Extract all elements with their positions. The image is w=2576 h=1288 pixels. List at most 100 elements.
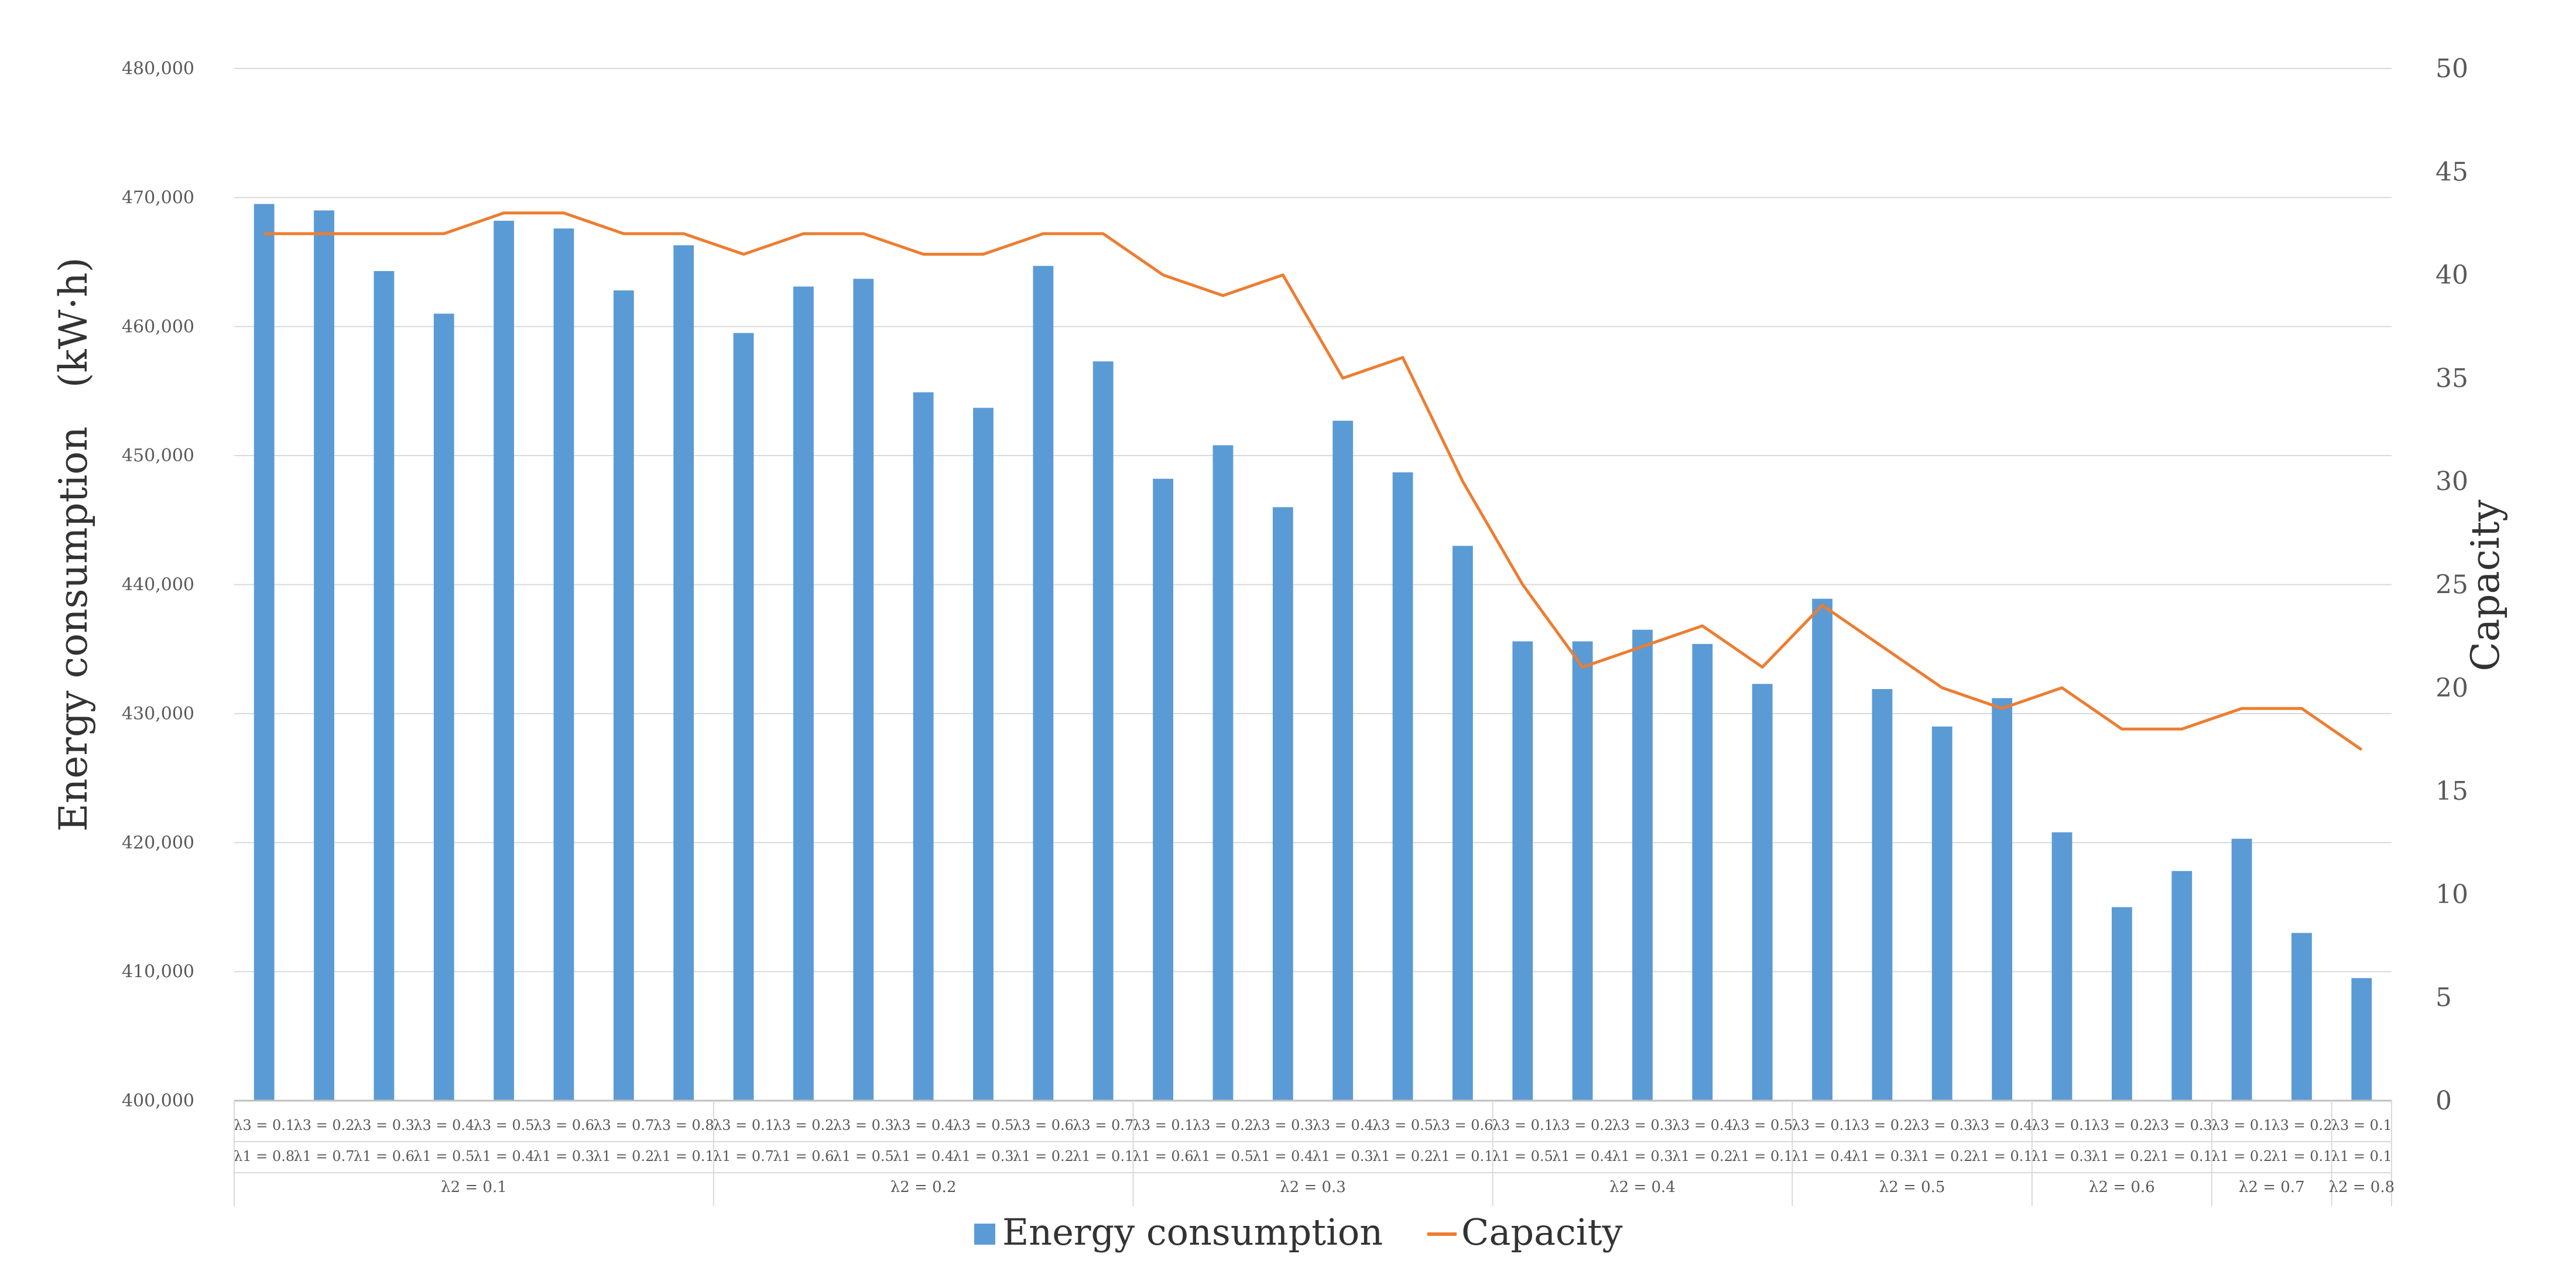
- energy-consumption-bar: [2171, 871, 2193, 1101]
- energy-consumption-bar: [314, 210, 334, 1101]
- x-tick-label-lambda1: λ1 = 0.1: [1432, 1148, 1493, 1164]
- x-group-label-lambda2: λ2 = 0.7: [2239, 1179, 2305, 1196]
- x-tick-label-lambda1: λ1 = 0.3: [2032, 1148, 2092, 1164]
- energy-consumption-bar: [1812, 598, 1832, 1101]
- energy-consumption-bar: [1392, 472, 1413, 1101]
- energy-consumption-bar: [1033, 266, 1054, 1101]
- y-tick-label: 410,000: [122, 962, 194, 982]
- energy-consumption-bar: [973, 407, 994, 1101]
- x-tick-label-lambda3: λ3 = 0.1: [234, 1117, 294, 1133]
- x-tick-label-lambda3: λ3 = 0.2: [2271, 1117, 2332, 1133]
- x-tick-label-lambda1: λ1 = 0.3: [1612, 1148, 1673, 1164]
- energy-consumption-bar: [2051, 832, 2073, 1101]
- x-tick-label-lambda3: λ3 = 0.5: [474, 1117, 535, 1133]
- energy-consumption-bar: [1092, 361, 1114, 1101]
- x-tick-label-lambda1: λ1 = 0.6: [354, 1148, 415, 1164]
- x-tick-label-lambda1: λ1 = 0.2: [2211, 1148, 2272, 1164]
- energy-consumption-bar: [1332, 420, 1354, 1101]
- energy-consumption-bar: [494, 221, 515, 1101]
- energy-consumption-bar: [2231, 838, 2252, 1101]
- x-tick-label-lambda3: λ3 = 0.7: [1073, 1117, 1133, 1133]
- y-tick-label: 400,000: [122, 1091, 194, 1111]
- energy-consumption-bar: [433, 313, 454, 1101]
- x-tick-label-lambda3: λ3 = 0.1: [2211, 1117, 2272, 1133]
- x-tick-label-lambda1: λ1 = 0.6: [1133, 1148, 1194, 1164]
- energy-consumption-bar: [1692, 643, 1713, 1101]
- legend-swatch-energy-consumption: [974, 1224, 995, 1245]
- x-tick-label-lambda3: λ3 = 0.1: [1792, 1117, 1853, 1133]
- x-tick-label-lambda3: λ3 = 0.4: [413, 1117, 474, 1133]
- y2-tick-label: 10: [2435, 879, 2468, 909]
- x-group-label-lambda2: λ2 = 0.6: [2089, 1179, 2155, 1196]
- x-tick-label-lambda1: λ1 = 0.7: [713, 1148, 774, 1164]
- y-tick-label: 460,000: [122, 317, 194, 337]
- x-tick-label-lambda3: λ3 = 0.3: [833, 1117, 894, 1133]
- x-tick-label-lambda1: λ1 = 0.4: [893, 1148, 954, 1164]
- x-tick-label-lambda3: λ3 = 0.1: [1133, 1117, 1194, 1133]
- x-group-label-lambda2: λ2 = 0.4: [1609, 1179, 1676, 1196]
- y2-tick-label: 40: [2435, 261, 2468, 290]
- y2-tick-label: 35: [2435, 364, 2468, 393]
- x-tick-label-lambda3: λ3 = 0.4: [893, 1117, 954, 1133]
- x-tick-label-lambda3: λ3 = 0.3: [2152, 1117, 2212, 1133]
- y2-tick-label: 20: [2435, 673, 2468, 703]
- energy-consumption-bar: [553, 228, 574, 1101]
- x-tick-label-lambda3: λ3 = 0.3: [1612, 1117, 1673, 1133]
- energy-consumption-bar: [1632, 629, 1653, 1101]
- y2-tick-label: 5: [2435, 983, 2452, 1013]
- y2-tick-label: 0: [2435, 1086, 2452, 1116]
- x-tick-label-lambda3: λ3 = 0.2: [773, 1117, 834, 1133]
- x-tick-label-lambda1: λ1 = 0.1: [2152, 1148, 2212, 1164]
- x-tick-label-lambda1: λ1 = 0.5: [833, 1148, 894, 1164]
- x-group-label-lambda2: λ2 = 0.8: [2328, 1179, 2395, 1196]
- energy-consumption-bar: [1752, 684, 1773, 1101]
- y2-tick-label: 25: [2435, 570, 2468, 600]
- energy-consumption-bar: [2351, 978, 2372, 1101]
- x-tick-label-lambda3: λ3 = 0.2: [2091, 1117, 2152, 1133]
- x-tick-label-lambda1: λ1 = 0.6: [773, 1148, 834, 1164]
- x-tick-label-lambda3: λ3 = 0.4: [1672, 1117, 1733, 1133]
- x-tick-label-lambda1: λ1 = 0.4: [1252, 1148, 1313, 1164]
- x-tick-label-lambda1: λ1 = 0.5: [1193, 1148, 1253, 1164]
- x-tick-label-lambda1: λ1 = 0.3: [1313, 1148, 1373, 1164]
- y-axis-title: Energy consumption (kW·h): [51, 258, 96, 832]
- legend-label-energy-consumption: Energy consumption: [1002, 1211, 1383, 1253]
- x-tick-label-lambda1: λ1 = 0.1: [2271, 1148, 2332, 1164]
- x-tick-label-lambda3: λ3 = 0.5: [953, 1117, 1014, 1133]
- x-tick-label-lambda3: λ3 = 0.4: [1313, 1117, 1373, 1133]
- energy-consumption-bar: [613, 290, 634, 1101]
- y2-tick-label: 45: [2435, 157, 2468, 187]
- y2-tick-label: 15: [2435, 776, 2468, 806]
- x-tick-label-lambda3: λ3 = 0.6: [1432, 1117, 1493, 1133]
- x-tick-label-lambda1: λ1 = 0.2: [1912, 1148, 1972, 1164]
- y-tick-label: 470,000: [122, 187, 194, 208]
- x-tick-label-lambda1: λ1 = 0.2: [1372, 1148, 1433, 1164]
- x-tick-label-lambda1: λ1 = 0.4: [1792, 1148, 1853, 1164]
- x-group-label-lambda2: λ2 = 0.3: [1280, 1179, 1346, 1196]
- x-tick-label-lambda3: λ3 = 0.2: [1193, 1117, 1253, 1133]
- x-group-label-lambda2: λ2 = 0.1: [441, 1179, 507, 1196]
- x-tick-label-lambda1: λ1 = 0.2: [593, 1148, 654, 1164]
- category-axis-labels: λ3 = 0.1λ1 = 0.8λ3 = 0.2λ1 = 0.7λ3 = 0.3…: [234, 1101, 2395, 1206]
- y2-axis-title: Capacity: [2463, 499, 2508, 672]
- x-group-label-lambda2: λ2 = 0.5: [1879, 1179, 1945, 1196]
- x-tick-label-lambda3: λ3 = 0.3: [1252, 1117, 1313, 1133]
- capacity-line: [264, 211, 2363, 751]
- x-tick-label-lambda3: λ3 = 0.1: [2032, 1117, 2092, 1133]
- energy-consumption-bar: [374, 270, 395, 1101]
- legend-label-capacity: Capacity: [1461, 1211, 1623, 1253]
- y2-tick-label: 50: [2435, 54, 2468, 84]
- bar-series-energy-consumption: [254, 204, 2372, 1101]
- energy-consumption-bar: [2291, 933, 2312, 1101]
- x-tick-label-lambda1: λ1 = 0.5: [413, 1148, 474, 1164]
- x-tick-label-lambda3: λ3 = 0.8: [653, 1117, 714, 1133]
- x-tick-label-lambda1: λ1 = 0.1: [1732, 1148, 1793, 1164]
- x-tick-label-lambda1: λ1 = 0.4: [474, 1148, 535, 1164]
- energy-consumption-bar: [1992, 698, 2013, 1101]
- y-tick-label: 440,000: [122, 575, 194, 595]
- energy-consumption-bar: [1153, 478, 1173, 1101]
- x-tick-label-lambda1: λ1 = 0.3: [533, 1148, 594, 1164]
- y-tick-label: 420,000: [122, 833, 194, 853]
- x-tick-label-lambda3: λ3 = 0.5: [1732, 1117, 1793, 1133]
